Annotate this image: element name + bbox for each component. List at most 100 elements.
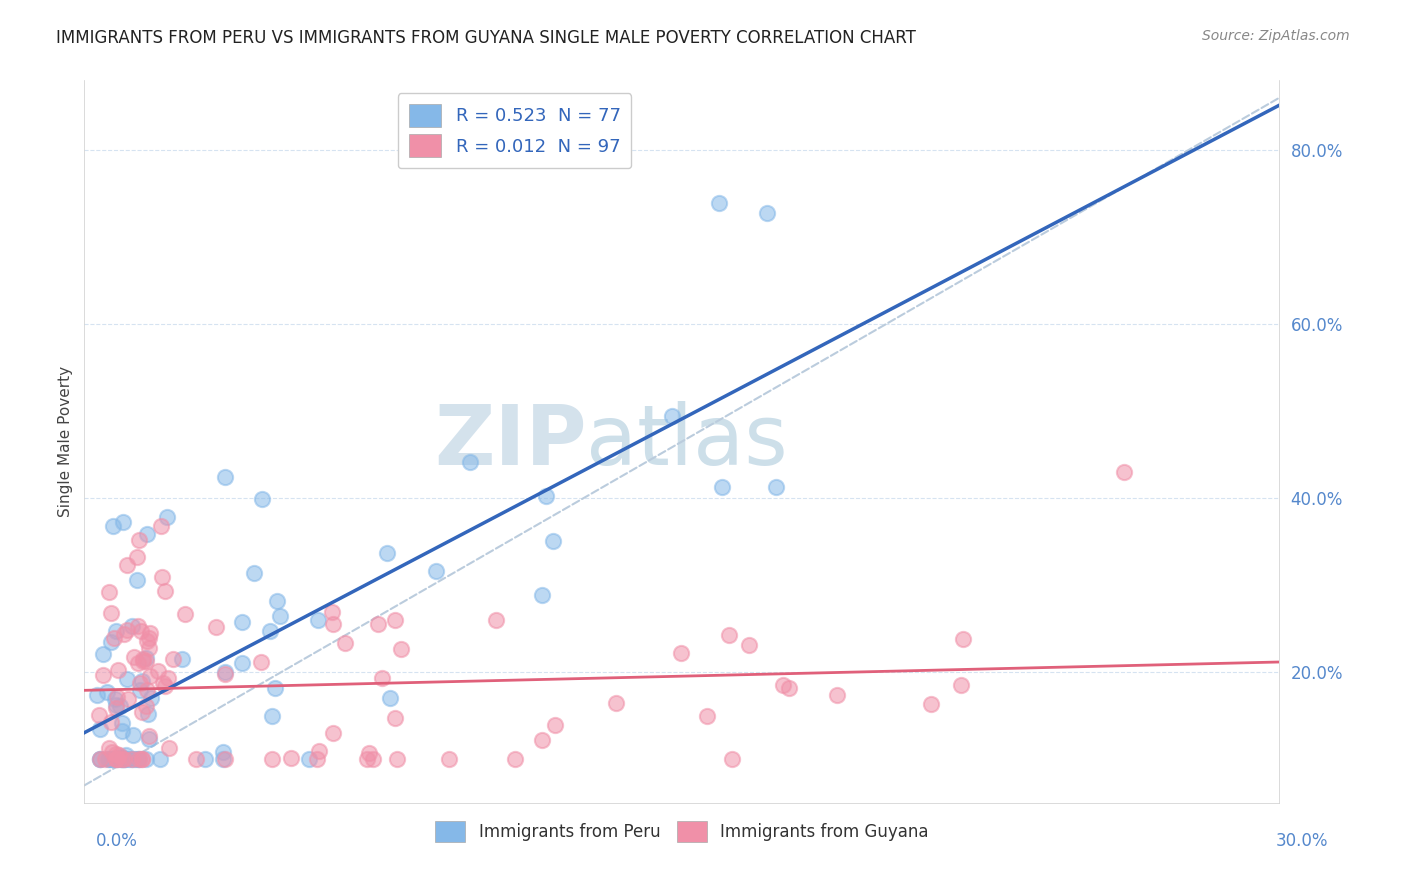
Point <box>108 748 131 763</box>
Point <box>101 745 124 759</box>
Point <box>263 681 285 695</box>
Point <box>250 655 273 669</box>
Point <box>104 700 127 714</box>
Point <box>124 752 146 766</box>
Point <box>136 706 159 721</box>
Point <box>778 681 800 696</box>
Point <box>129 624 152 639</box>
Point <box>89 752 111 766</box>
Point <box>950 678 973 692</box>
Point <box>756 206 779 220</box>
Point <box>156 509 179 524</box>
Point <box>135 654 157 668</box>
Point <box>544 717 567 731</box>
Point <box>117 672 139 686</box>
Point <box>363 752 385 766</box>
Point <box>97 752 120 766</box>
Point <box>110 752 132 766</box>
Point <box>737 638 759 652</box>
Point <box>117 623 139 637</box>
Point <box>384 710 406 724</box>
Point <box>707 195 730 210</box>
Point <box>132 651 155 665</box>
Point <box>100 714 122 729</box>
Point <box>112 752 135 766</box>
Point <box>825 688 848 702</box>
Point <box>214 666 236 681</box>
Point <box>356 752 378 766</box>
Point <box>110 752 132 766</box>
Point <box>100 752 122 766</box>
Point <box>135 698 157 713</box>
Point <box>425 564 447 578</box>
Point <box>153 679 176 693</box>
Point <box>112 626 135 640</box>
Point <box>152 676 174 690</box>
Point <box>96 685 118 699</box>
Point <box>98 585 121 599</box>
Point <box>259 624 281 639</box>
Point <box>503 752 526 766</box>
Point <box>243 566 266 581</box>
Point <box>111 724 134 739</box>
Point <box>136 633 159 648</box>
Point <box>280 751 302 765</box>
Point <box>269 608 291 623</box>
Point <box>153 584 176 599</box>
Point <box>100 752 122 766</box>
Point <box>138 729 160 743</box>
Point <box>104 691 127 706</box>
Point <box>212 745 235 759</box>
Point <box>765 480 787 494</box>
Point <box>94 752 117 766</box>
Point <box>720 752 742 766</box>
Point <box>214 665 236 680</box>
Point <box>135 526 157 541</box>
Point <box>260 752 283 766</box>
Point <box>1112 465 1135 479</box>
Point <box>127 752 149 766</box>
Point <box>305 752 328 766</box>
Point <box>129 676 152 690</box>
Text: Source: ZipAtlas.com: Source: ZipAtlas.com <box>1202 29 1350 43</box>
Point <box>138 631 160 645</box>
Point <box>105 752 128 766</box>
Point <box>86 688 108 702</box>
Point <box>121 619 143 633</box>
Point <box>131 705 153 719</box>
Point <box>172 652 194 666</box>
Point <box>100 634 122 648</box>
Point <box>205 620 228 634</box>
Text: 30.0%: 30.0% <box>1277 831 1329 849</box>
Point <box>115 558 138 572</box>
Point <box>118 752 141 766</box>
Point <box>131 752 153 766</box>
Point <box>536 489 558 503</box>
Point <box>131 752 153 766</box>
Point <box>266 594 288 608</box>
Point <box>772 678 794 692</box>
Point <box>157 741 180 756</box>
Point <box>711 480 734 494</box>
Point <box>117 692 139 706</box>
Point <box>132 654 155 668</box>
Point <box>146 664 169 678</box>
Point <box>214 752 236 766</box>
Text: IMMIGRANTS FROM PERU VS IMMIGRANTS FROM GUYANA SINGLE MALE POVERTY CORRELATION C: IMMIGRANTS FROM PERU VS IMMIGRANTS FROM … <box>56 29 917 46</box>
Point <box>107 663 129 677</box>
Point <box>89 752 111 766</box>
Point <box>114 752 136 766</box>
Point <box>89 752 111 766</box>
Point <box>139 691 162 706</box>
Point <box>89 722 111 736</box>
Point <box>112 752 135 766</box>
Point <box>150 569 173 583</box>
Point <box>111 752 134 766</box>
Point <box>162 651 184 665</box>
Point <box>359 746 381 760</box>
Point <box>671 646 693 660</box>
Point <box>308 744 330 758</box>
Point <box>322 617 344 632</box>
Point <box>103 632 125 646</box>
Point <box>184 752 207 766</box>
